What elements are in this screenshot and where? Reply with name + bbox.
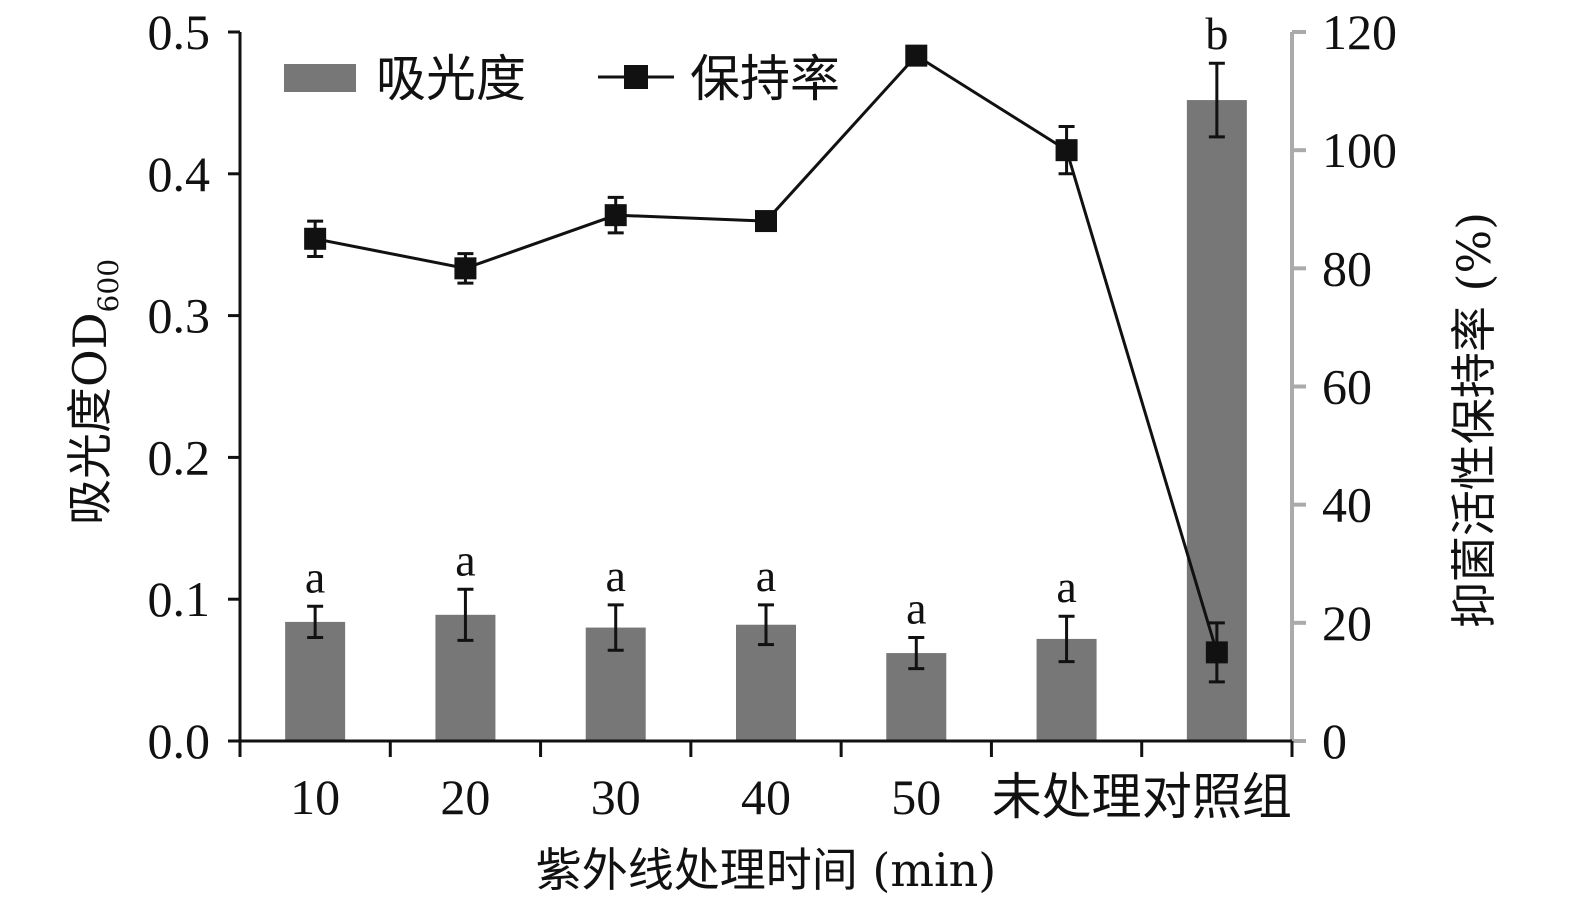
left-y-tick-label: 0.0 bbox=[148, 713, 211, 769]
left-y-axis-title: 吸光度OD600 bbox=[63, 259, 125, 525]
x-tick-label: 对照组 bbox=[1142, 769, 1292, 825]
right-y-tick-label: 60 bbox=[1322, 359, 1372, 415]
right-y-tick-label: 20 bbox=[1322, 595, 1372, 651]
tick-marks bbox=[228, 30, 1306, 757]
legend-bar-swatch bbox=[284, 64, 356, 92]
line-point bbox=[604, 204, 627, 227]
significance-label: a bbox=[756, 550, 776, 601]
right-y-tick-label: 0 bbox=[1322, 713, 1347, 769]
line-point bbox=[1205, 641, 1228, 664]
line-point bbox=[454, 257, 477, 280]
legend-bar-label: 吸光度 bbox=[376, 50, 526, 108]
significance-label: a bbox=[1056, 561, 1076, 612]
legend-line-marker bbox=[624, 65, 648, 89]
x-tick-label: 40 bbox=[741, 769, 791, 825]
x-tick-label: 10 bbox=[290, 769, 340, 825]
left-y-tick-label: 0.2 bbox=[148, 429, 211, 485]
x-tick-label: 未处理 bbox=[992, 769, 1142, 825]
right-y-tick-label: 100 bbox=[1322, 122, 1397, 178]
x-tick-label: 20 bbox=[440, 769, 490, 825]
significance-label: b bbox=[1205, 8, 1228, 59]
bar bbox=[285, 621, 346, 741]
legend: 吸光度 保持率 bbox=[284, 50, 840, 108]
line-point bbox=[304, 227, 327, 250]
tick-labels: 0.0 0.1 0.2 0.3 0.4 0.5 0 20 40 60 80 100 120 10 20 30 4… bbox=[148, 4, 1398, 825]
right-y-axis-title: 抑菌活性保持率 (%) bbox=[1447, 212, 1501, 628]
significance-labels: a a a a a a b bbox=[305, 8, 1228, 633]
left-y-axis-title-subscript: 600 bbox=[92, 259, 125, 312]
legend-line-label: 保持率 bbox=[690, 50, 840, 108]
right-y-tick-label: 40 bbox=[1322, 477, 1372, 533]
left-y-tick-label: 0.5 bbox=[148, 4, 211, 60]
x-axis-title: 紫外线处理时间 (min) bbox=[536, 843, 996, 897]
significance-label: a bbox=[606, 550, 626, 601]
significance-label: a bbox=[455, 534, 475, 585]
right-y-tick-label: 120 bbox=[1322, 4, 1397, 60]
left-y-axis-title-main: 吸光度OD bbox=[63, 312, 117, 525]
significance-label: a bbox=[906, 582, 926, 633]
significance-label: a bbox=[305, 551, 325, 602]
right-y-tick-label: 80 bbox=[1322, 240, 1372, 296]
left-y-tick-label: 0.1 bbox=[148, 571, 211, 627]
line-point bbox=[755, 210, 777, 233]
left-y-tick-label: 0.4 bbox=[148, 146, 211, 202]
bar-error-bars bbox=[307, 61, 1225, 671]
retention-line-layer bbox=[304, 44, 1228, 684]
x-tick-label: 30 bbox=[591, 769, 641, 825]
x-tick-label: 50 bbox=[891, 769, 941, 825]
line-point bbox=[1055, 139, 1078, 162]
left-y-tick-label: 0.3 bbox=[148, 288, 211, 344]
line-point bbox=[905, 44, 928, 67]
